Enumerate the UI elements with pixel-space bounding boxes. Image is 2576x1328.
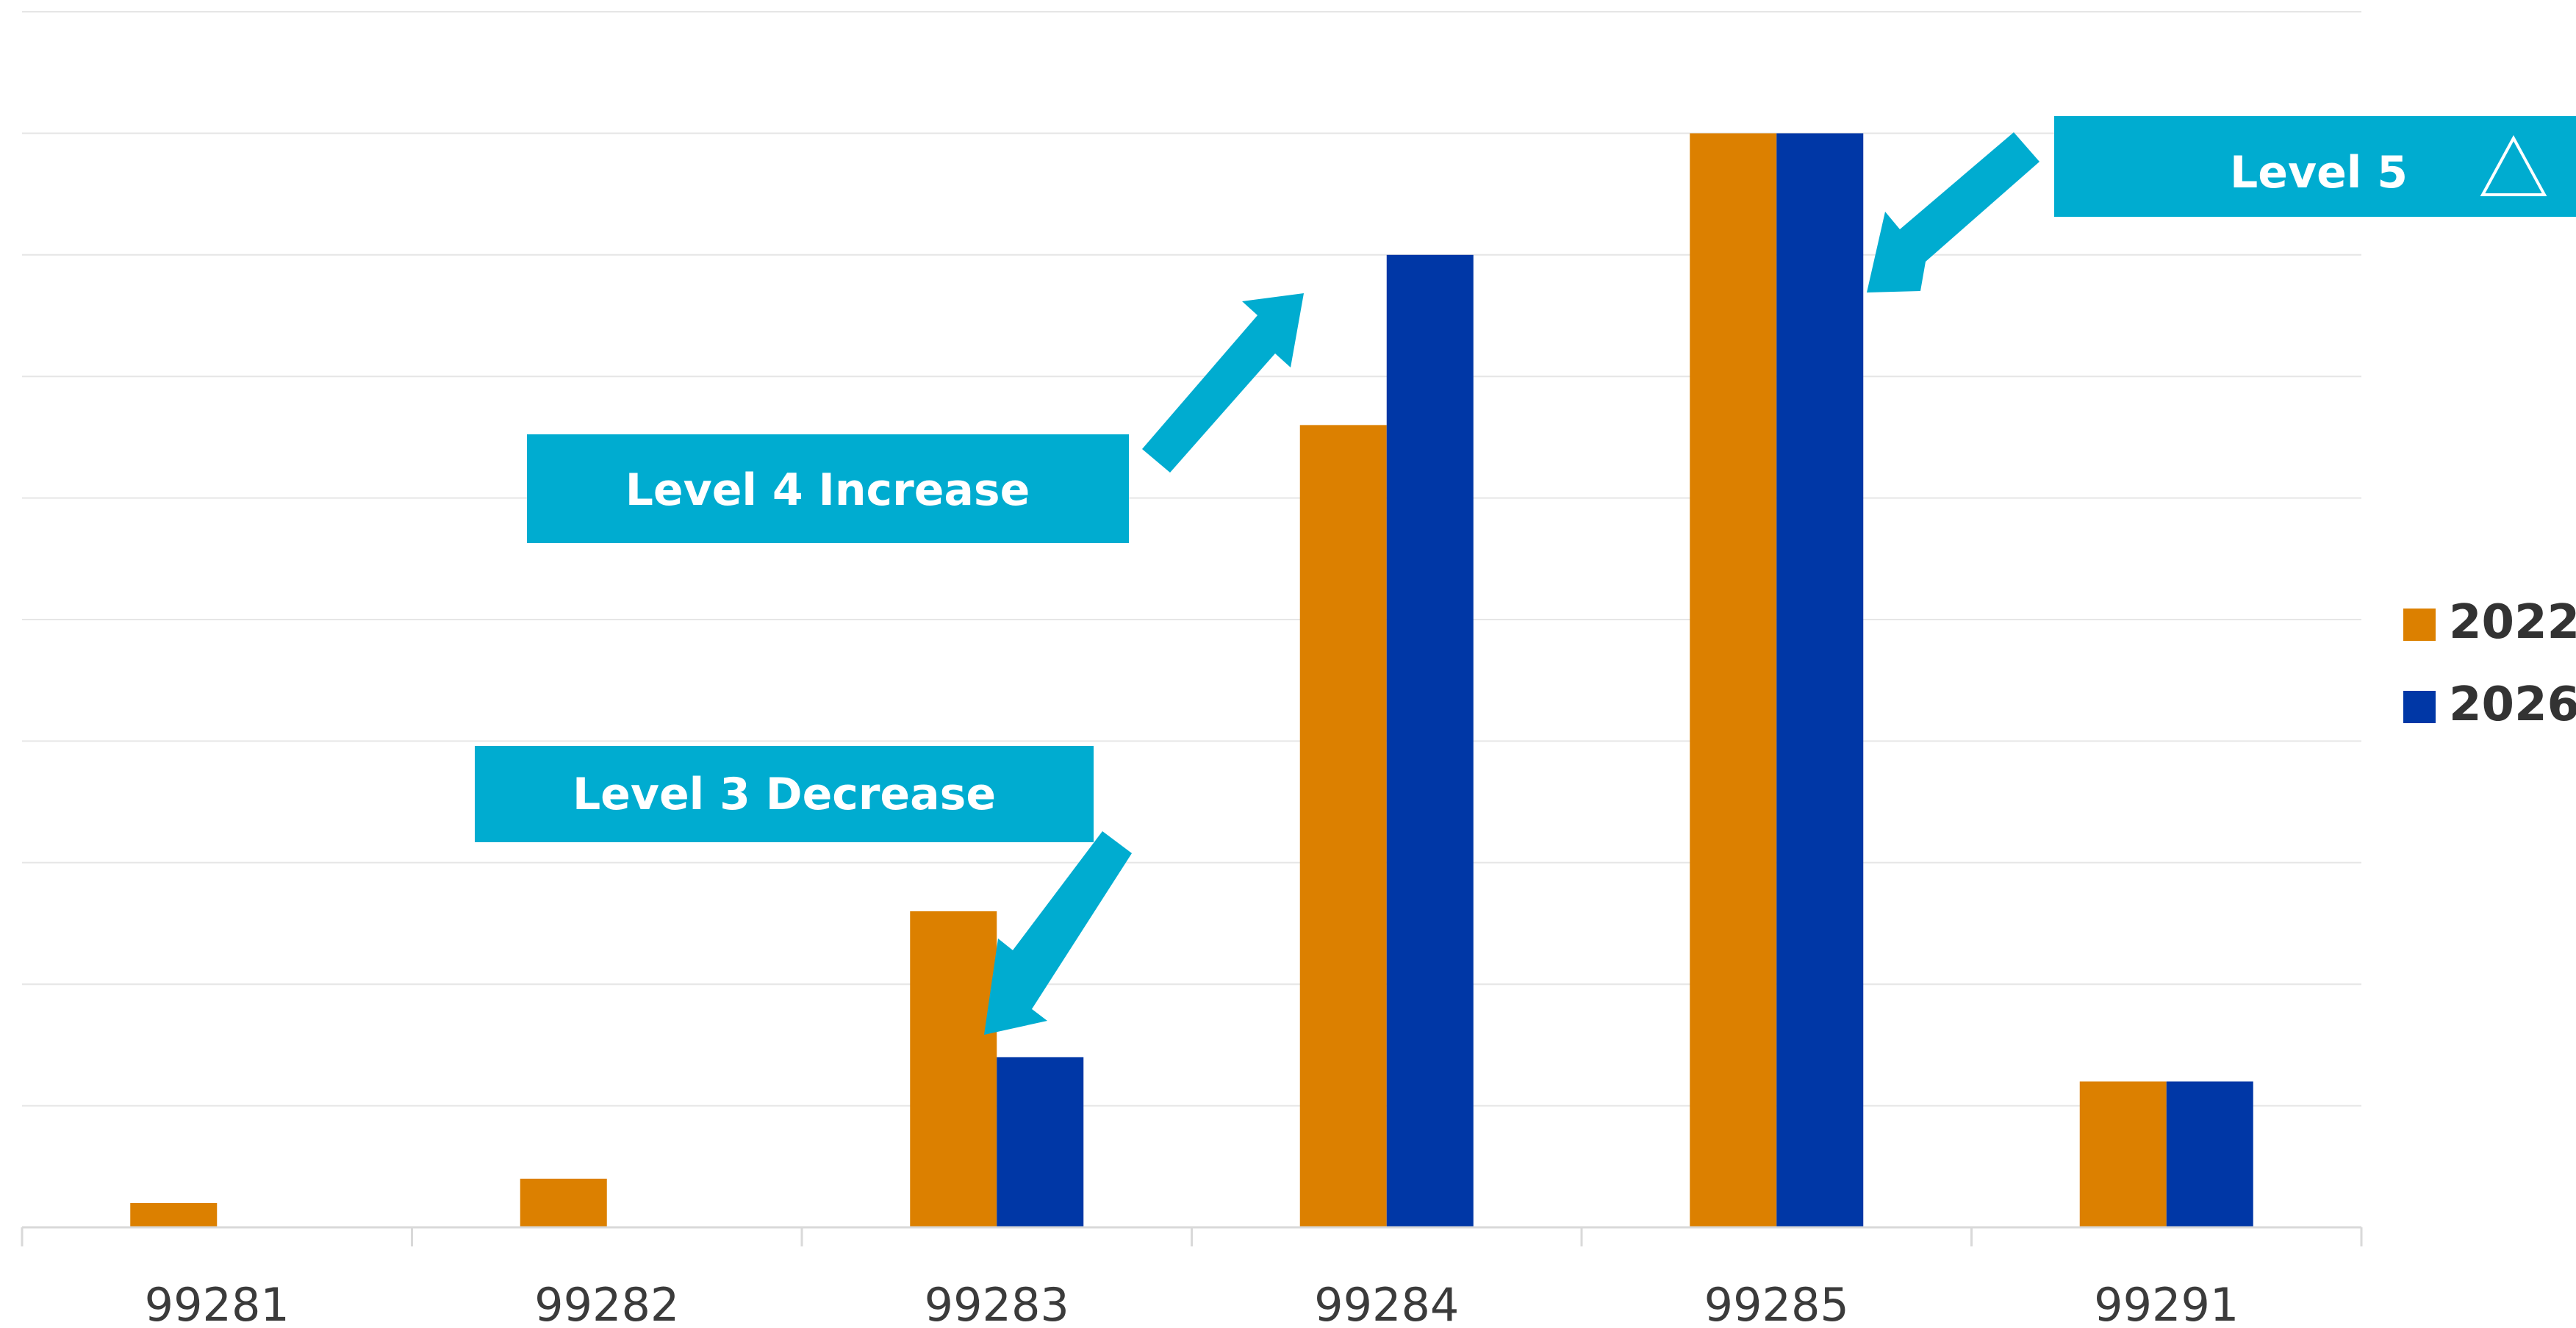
- x-axis-labels: 99281 99282 99283 99284 99285 99291: [145, 1278, 2239, 1328]
- bar-2026-99291: [2166, 1081, 2253, 1227]
- legend: 2022 2026: [2403, 595, 2576, 732]
- legend-swatch: [2403, 609, 2436, 641]
- arrow-down-left-icon: [1867, 132, 2039, 292]
- bar-2022-99291: [2079, 1081, 2167, 1227]
- arrow-up-right-icon: [1142, 293, 1304, 473]
- x-tick-label: 99282: [534, 1278, 679, 1328]
- legend-swatch: [2403, 691, 2436, 723]
- bar-2026-99285: [1776, 133, 1864, 1227]
- bar-2022-99285: [1690, 133, 1777, 1227]
- gridlines: [22, 11, 2361, 1107]
- bar-2026-99283: [997, 1057, 1084, 1227]
- x-tick-label: 99284: [1314, 1278, 1459, 1328]
- callout-level3-text: Level 3 Decrease: [573, 769, 996, 820]
- bar-2022-99282: [520, 1178, 607, 1227]
- bar-2022-99283: [910, 911, 997, 1227]
- callout-level4-text: Level 4 Increase: [625, 464, 1030, 516]
- legend-label: 2026: [2449, 678, 2576, 732]
- x-axis-ticks: [21, 1227, 2363, 1246]
- bars: [130, 133, 2253, 1227]
- legend-label: 2022: [2449, 595, 2576, 650]
- x-tick-label: 99291: [2094, 1278, 2239, 1328]
- callout-level3-box: [475, 746, 1094, 842]
- callout-level4-box: [527, 434, 1129, 543]
- callouts: Level 4 Increase Level 3 Decrease Level …: [475, 116, 2576, 1035]
- x-tick-label: 99285: [1704, 1278, 1849, 1328]
- x-tick-label: 99283: [925, 1278, 1069, 1328]
- callout-level5-box: [2054, 116, 2576, 217]
- arrow-down-left-icon: [984, 831, 1132, 1035]
- x-tick-label: 99281: [145, 1278, 290, 1328]
- bar-2026-99284: [1386, 254, 1474, 1227]
- warning-triangle-icon: [2480, 134, 2547, 196]
- callout-level5-text: Level 5: [2230, 147, 2408, 198]
- bar-2022-99284: [1299, 425, 1387, 1227]
- bar-2022-99281: [130, 1202, 218, 1227]
